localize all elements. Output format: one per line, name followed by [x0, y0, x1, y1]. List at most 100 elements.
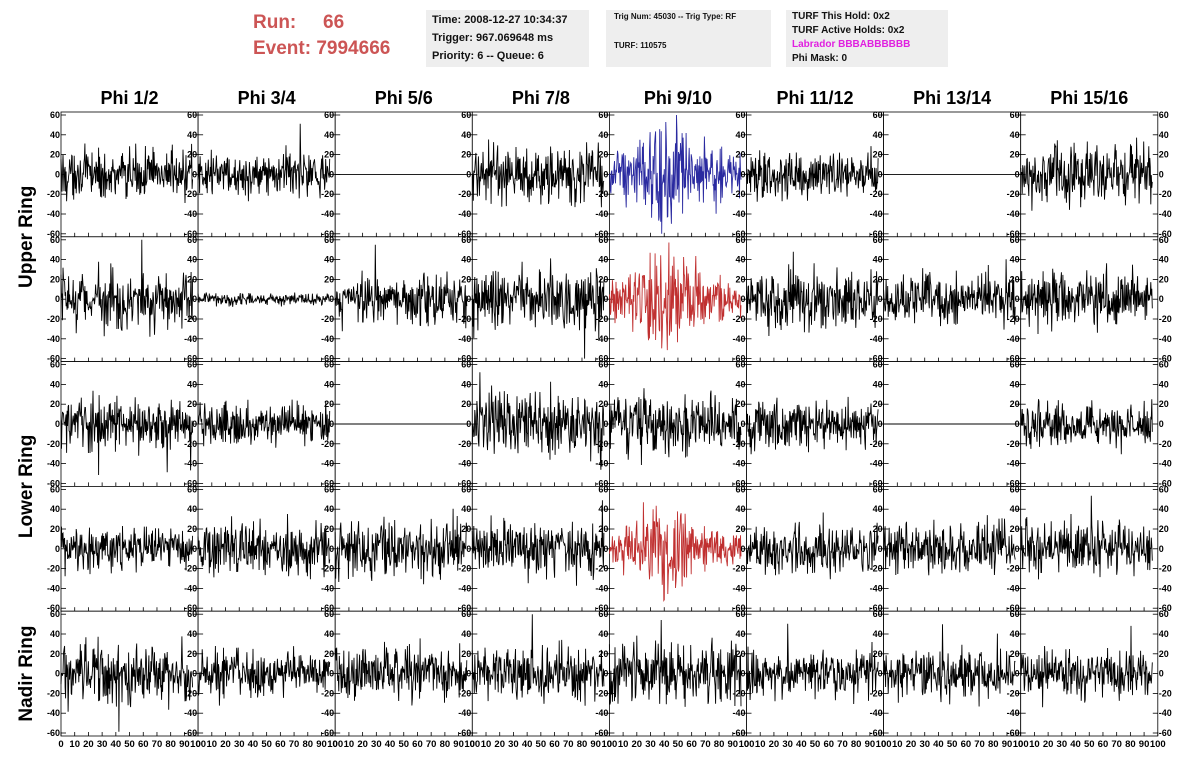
y-tick-label: -20: [321, 314, 334, 324]
x-tick-label: 0: [470, 739, 475, 750]
y-tick-label: 0: [603, 294, 608, 304]
y-tick-label: 0: [466, 669, 471, 679]
y-tick-label: 20: [50, 274, 60, 284]
y-tick-label: 40: [598, 130, 608, 140]
x-tick-label: 40: [796, 739, 807, 750]
y-tick-label: -20: [1007, 688, 1020, 698]
y-tick-label: 0: [55, 544, 60, 554]
run-value: 66: [323, 12, 345, 33]
y-tick-label: -60: [47, 229, 60, 239]
y-tick-label: 40: [187, 255, 197, 265]
waveform-trace: [197, 399, 331, 448]
x-tick-label: 70: [563, 739, 574, 750]
waveform-trace: [746, 512, 879, 580]
y-tick-label: -40: [458, 459, 471, 469]
y-tick-label: -40: [1007, 334, 1020, 344]
y-tick-label: -60: [458, 603, 471, 613]
y-tick-label: 40: [873, 379, 883, 389]
y-tick-label: -20: [47, 314, 60, 324]
x-tick-label: 60: [275, 739, 286, 750]
y-tick-label: 0: [603, 169, 608, 179]
y-tick-label: -40: [732, 708, 745, 718]
x-tick-label: 70: [152, 739, 163, 750]
y-tick-label: -60: [184, 728, 197, 738]
x-tick-label: 60: [823, 739, 834, 750]
x-tick-label: 60: [412, 739, 423, 750]
y-tick-label: 20: [1159, 399, 1169, 409]
waveform-trace: [1020, 137, 1153, 211]
y-tick-label: 20: [324, 524, 334, 534]
y-tick-label: 0: [878, 544, 883, 554]
waveform-panel: -60 -40 -20 0 20 40 60: [47, 110, 199, 239]
column-header: Phi 7/8: [512, 88, 570, 108]
waveform-trace: [197, 645, 331, 706]
x-tick-label: 30: [645, 739, 656, 750]
waveform-trace: [1020, 625, 1153, 708]
time-text: Time: 2008-12-27 10:34:37: [432, 14, 568, 26]
y-tick-label: 20: [1159, 649, 1169, 659]
y-tick-label: 60: [461, 609, 471, 619]
y-tick-label: -40: [870, 583, 883, 593]
y-tick-label: 40: [324, 504, 334, 514]
y-tick-label: 60: [735, 360, 745, 370]
y-tick-label: 20: [50, 649, 60, 659]
y-tick-label: 40: [187, 130, 197, 140]
y-tick-label: -60: [47, 603, 60, 613]
y-tick-label: -40: [321, 459, 334, 469]
waveform-panel: -60 -40 -20 0 20 40 60: [321, 235, 473, 364]
y-tick-label: 0: [1015, 419, 1020, 429]
waveform-panel: -60 -40 -20 0 20 40 60: [184, 360, 336, 488]
y-tick-label: 40: [50, 504, 60, 514]
x-tick-label: 20: [220, 739, 231, 750]
y-tick-label: -40: [1007, 583, 1020, 593]
y-tick-label: -20: [1007, 564, 1020, 574]
y-tick-label: 20: [461, 399, 471, 409]
y-tick-label: 60: [50, 110, 60, 120]
waveform-trace: [608, 242, 742, 351]
y-tick-label: 20: [735, 274, 745, 284]
y-tick-label: -40: [870, 209, 883, 219]
x-tick-label: 0: [333, 739, 338, 750]
y-tick-label: 0: [878, 294, 883, 304]
y-tick-label: 40: [461, 130, 471, 140]
y-tick-label: 20: [50, 524, 60, 534]
y-tick-label: 60: [1010, 235, 1020, 245]
y-tick-label: 20: [187, 150, 197, 160]
y-tick-label: 0: [55, 669, 60, 679]
y-tick-label: 60: [1010, 609, 1020, 619]
y-tick-label: 60: [735, 235, 745, 245]
y-tick-label: -60: [595, 603, 608, 613]
y-tick-label: -20: [870, 688, 883, 698]
panel-frame: [609, 610, 747, 737]
y-tick-label: -40: [458, 209, 471, 219]
waveform-panel: -60 -40 -20 0 20 40 60: [47, 235, 199, 364]
y-tick-label: -60: [1159, 603, 1172, 613]
column-header: Phi 1/2: [101, 88, 159, 108]
y-tick-label: -40: [1007, 459, 1020, 469]
x-tick-label: 70: [974, 739, 985, 750]
waveform-trace: [60, 239, 194, 337]
y-tick-label: -40: [47, 459, 60, 469]
x-tick-label: 60: [961, 739, 972, 750]
y-tick-label: -20: [1159, 688, 1172, 698]
y-tick-label: -20: [1159, 439, 1172, 449]
y-tick-label: 20: [1159, 150, 1169, 160]
y-tick-label: -40: [595, 583, 608, 593]
y-tick-label: -40: [47, 334, 60, 344]
y-tick-label: -60: [732, 603, 745, 613]
waveform-panel: -60 -40 -20 0 20 40 60: [732, 484, 885, 613]
y-tick-label: 40: [1010, 629, 1020, 639]
y-tick-label: -20: [458, 439, 471, 449]
x-tick-label: 0: [744, 739, 749, 750]
y-tick-label: -40: [595, 708, 608, 718]
y-tick-label: -60: [1007, 229, 1020, 239]
y-tick-label: -60: [870, 478, 883, 488]
y-tick-label: 40: [50, 629, 60, 639]
y-tick-label: 0: [329, 544, 334, 554]
y-tick-label: 60: [598, 235, 608, 245]
y-tick-label: -60: [184, 478, 197, 488]
waveform-trace: [883, 259, 1016, 330]
x-tick-label: 100: [601, 739, 617, 750]
y-tick-label: -40: [184, 334, 197, 344]
